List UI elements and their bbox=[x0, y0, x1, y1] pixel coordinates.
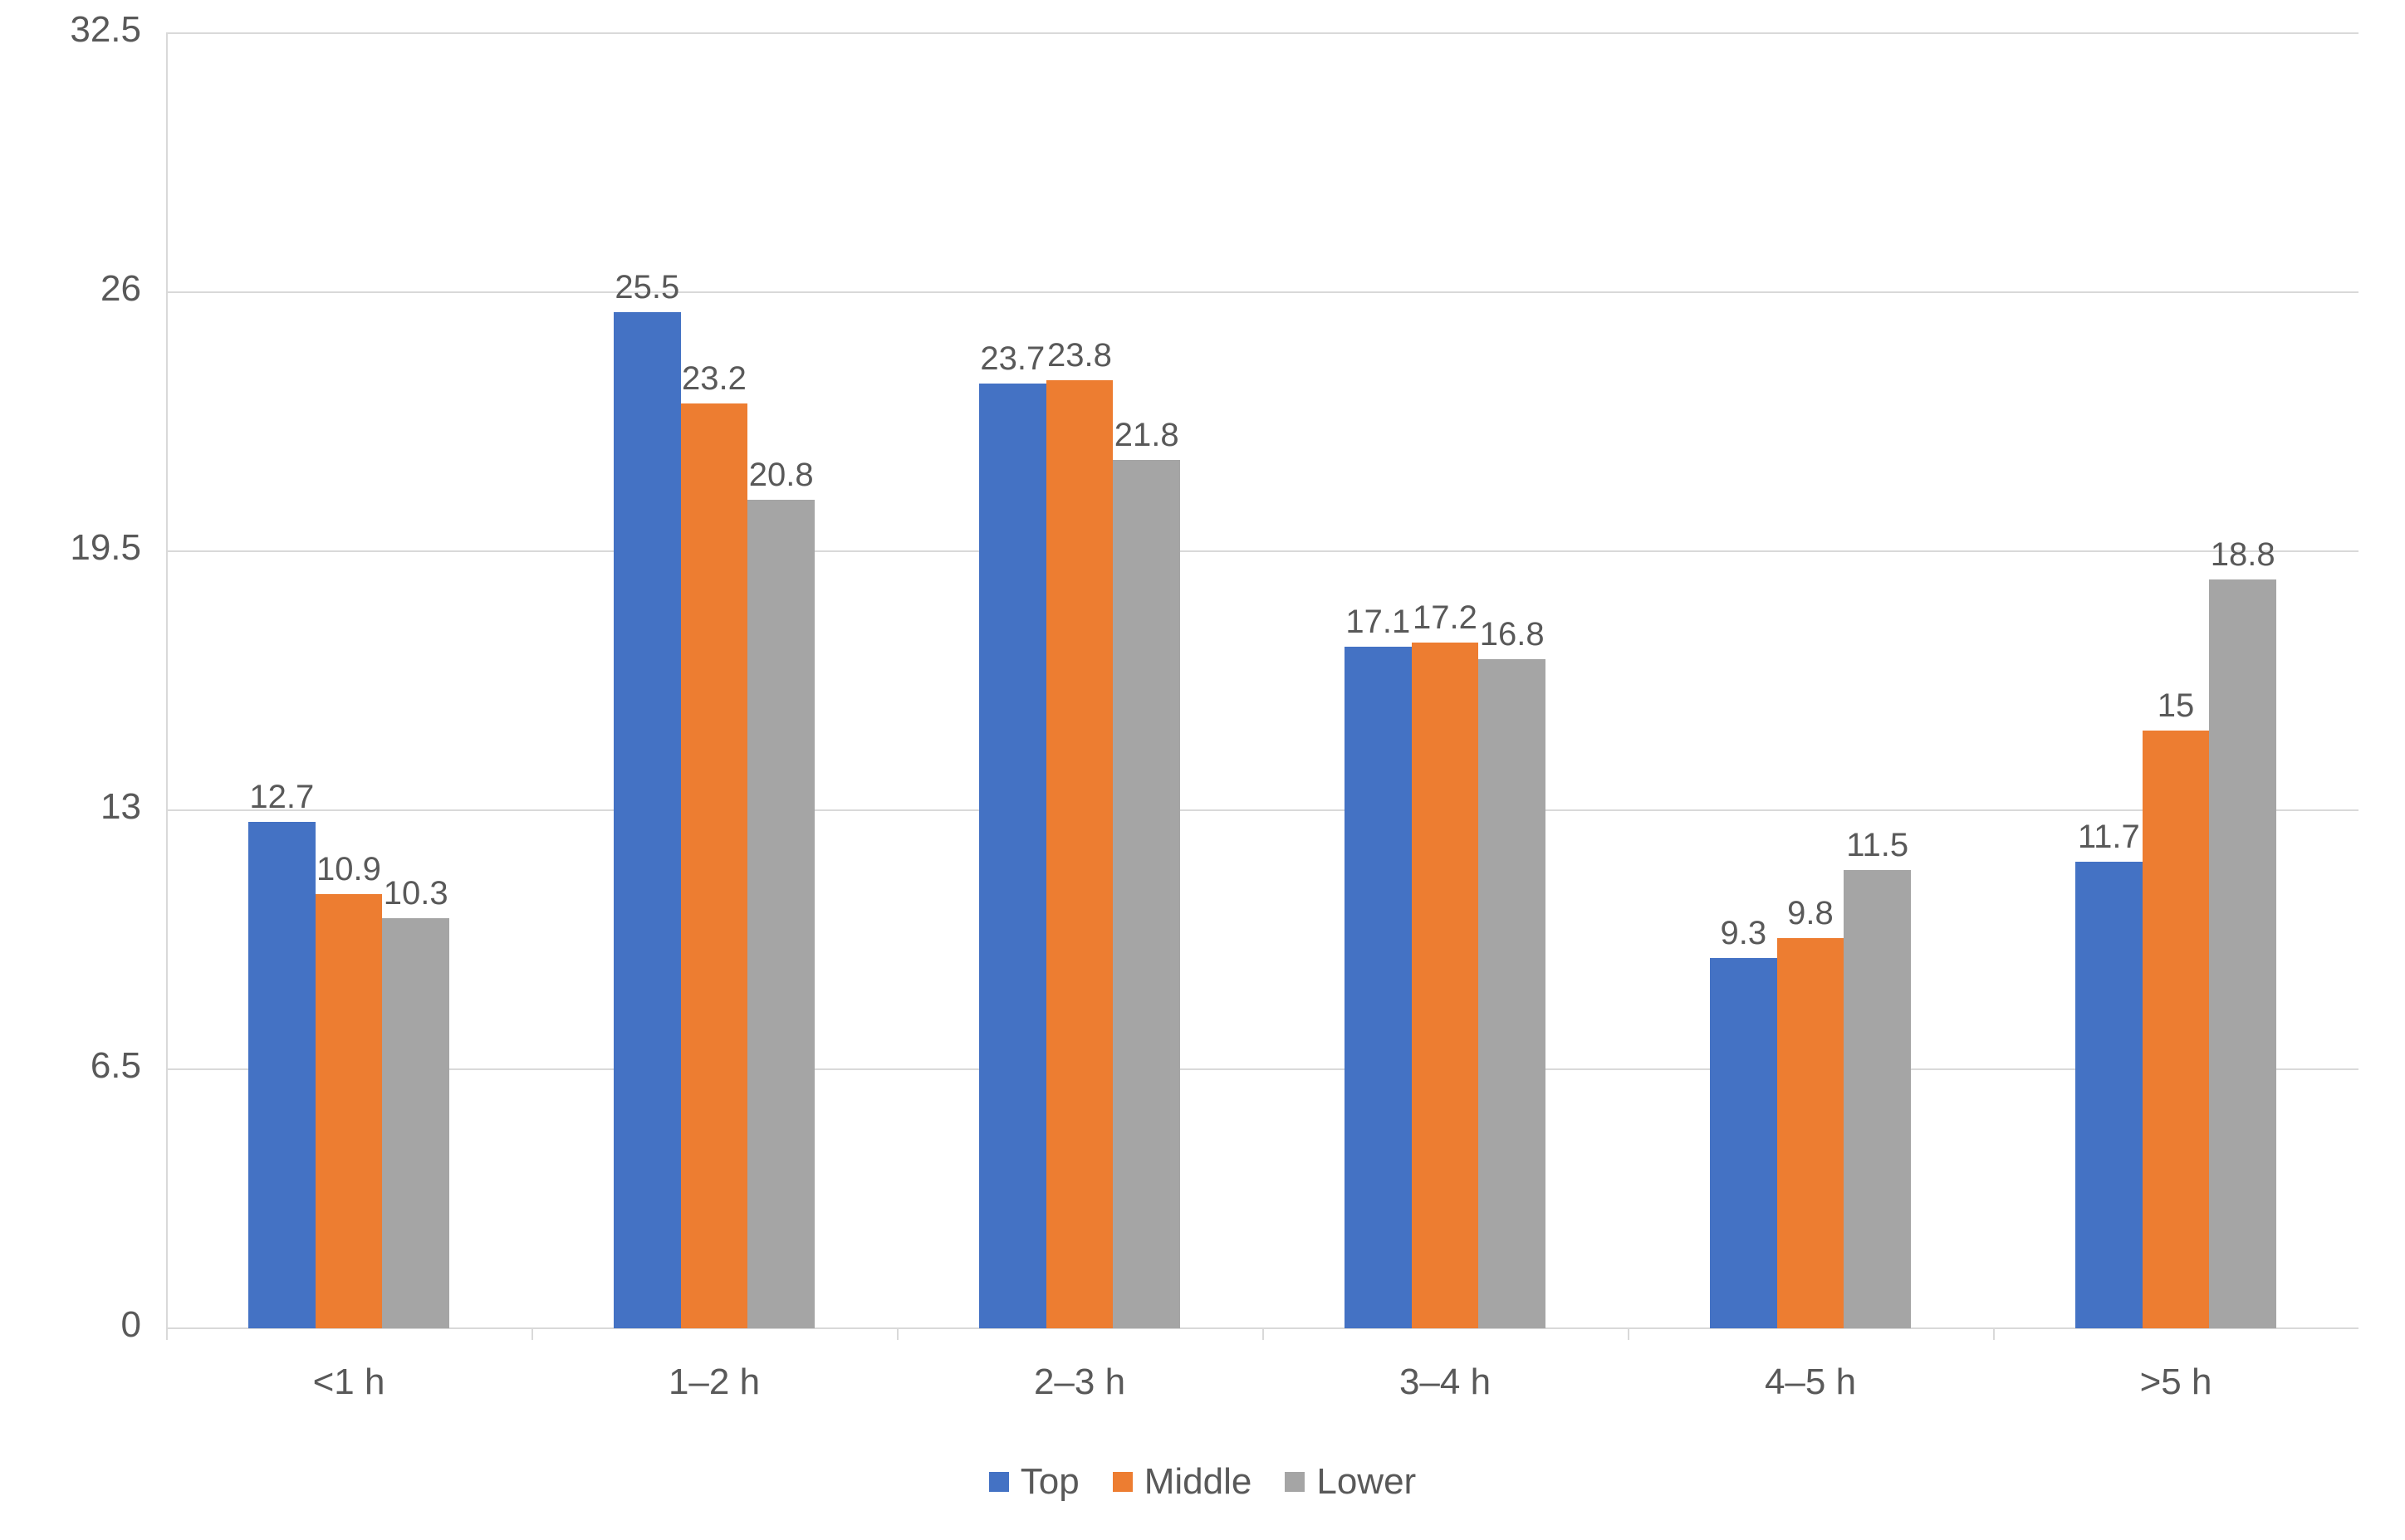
bar bbox=[747, 500, 815, 1328]
bar bbox=[248, 822, 316, 1328]
y-tick-label: 6.5 bbox=[8, 1045, 141, 1087]
legend-item: Lower bbox=[1285, 1461, 1416, 1503]
legend-label: Top bbox=[1021, 1461, 1080, 1503]
bar-value-label: 12.7 bbox=[232, 779, 332, 816]
gridline bbox=[166, 1068, 2358, 1070]
bar-value-label: 25.5 bbox=[597, 269, 698, 306]
bar bbox=[2143, 731, 2210, 1328]
legend-label: Lower bbox=[1316, 1461, 1416, 1503]
bar-value-label: 23.2 bbox=[664, 360, 765, 398]
x-category-label: 2–3 h bbox=[897, 1362, 1262, 1403]
bar-value-label: 11.5 bbox=[1827, 827, 1927, 864]
y-tick-label: 32.5 bbox=[8, 9, 141, 51]
y-axis-line bbox=[166, 33, 168, 1328]
x-category-label: >5 h bbox=[1993, 1362, 2358, 1403]
x-tick bbox=[1262, 1328, 1264, 1340]
x-category-label: <1 h bbox=[166, 1362, 531, 1403]
bar-value-label: 20.8 bbox=[731, 457, 831, 494]
plot-area: 06.51319.52632.512.710.910.3<1 h25.523.2… bbox=[166, 33, 2358, 1328]
x-tick bbox=[897, 1328, 899, 1340]
bar bbox=[1345, 647, 1412, 1328]
bar bbox=[979, 384, 1046, 1328]
x-tick bbox=[531, 1328, 533, 1340]
bar-value-label: 10.3 bbox=[365, 875, 466, 912]
gridline bbox=[166, 550, 2358, 552]
y-tick-label: 13 bbox=[8, 786, 141, 828]
bar bbox=[2209, 579, 2276, 1328]
legend-item: Top bbox=[989, 1461, 1080, 1503]
legend-swatch bbox=[1113, 1472, 1133, 1492]
bar bbox=[1777, 938, 1844, 1328]
legend: Top Middle Lower bbox=[0, 1461, 2405, 1503]
bar bbox=[1113, 460, 1180, 1328]
chart-container: 06.51319.52632.512.710.910.3<1 h25.523.2… bbox=[0, 0, 2405, 1540]
gridline bbox=[166, 32, 2358, 34]
gridline bbox=[166, 291, 2358, 293]
legend-swatch bbox=[989, 1472, 1009, 1492]
bar-value-label: 16.8 bbox=[1462, 616, 1562, 653]
bar bbox=[1844, 870, 1911, 1328]
x-tick bbox=[1628, 1328, 1629, 1340]
bar bbox=[614, 312, 681, 1328]
bar-value-label: 21.8 bbox=[1096, 417, 1197, 454]
legend-item: Middle bbox=[1113, 1461, 1252, 1503]
x-category-label: 4–5 h bbox=[1628, 1362, 1993, 1403]
bar bbox=[382, 918, 449, 1328]
gridline bbox=[166, 809, 2358, 811]
bar-value-label: 23.8 bbox=[1030, 337, 1130, 374]
y-tick-label: 26 bbox=[8, 268, 141, 310]
x-category-label: 3–4 h bbox=[1262, 1362, 1628, 1403]
legend-label: Middle bbox=[1144, 1461, 1252, 1503]
bar bbox=[2075, 862, 2143, 1328]
bar-value-label: 18.8 bbox=[2192, 536, 2293, 574]
bar bbox=[1710, 958, 1777, 1328]
x-tick bbox=[1993, 1328, 1995, 1340]
x-category-label: 1–2 h bbox=[531, 1362, 897, 1403]
y-tick-label: 0 bbox=[8, 1304, 141, 1346]
bar bbox=[1478, 659, 1545, 1328]
bar bbox=[1046, 380, 1114, 1328]
y-tick-label: 19.5 bbox=[8, 527, 141, 569]
bar bbox=[1412, 643, 1479, 1328]
bar bbox=[316, 894, 383, 1328]
bar bbox=[681, 403, 748, 1328]
legend-swatch bbox=[1285, 1472, 1305, 1492]
x-tick bbox=[166, 1328, 168, 1340]
